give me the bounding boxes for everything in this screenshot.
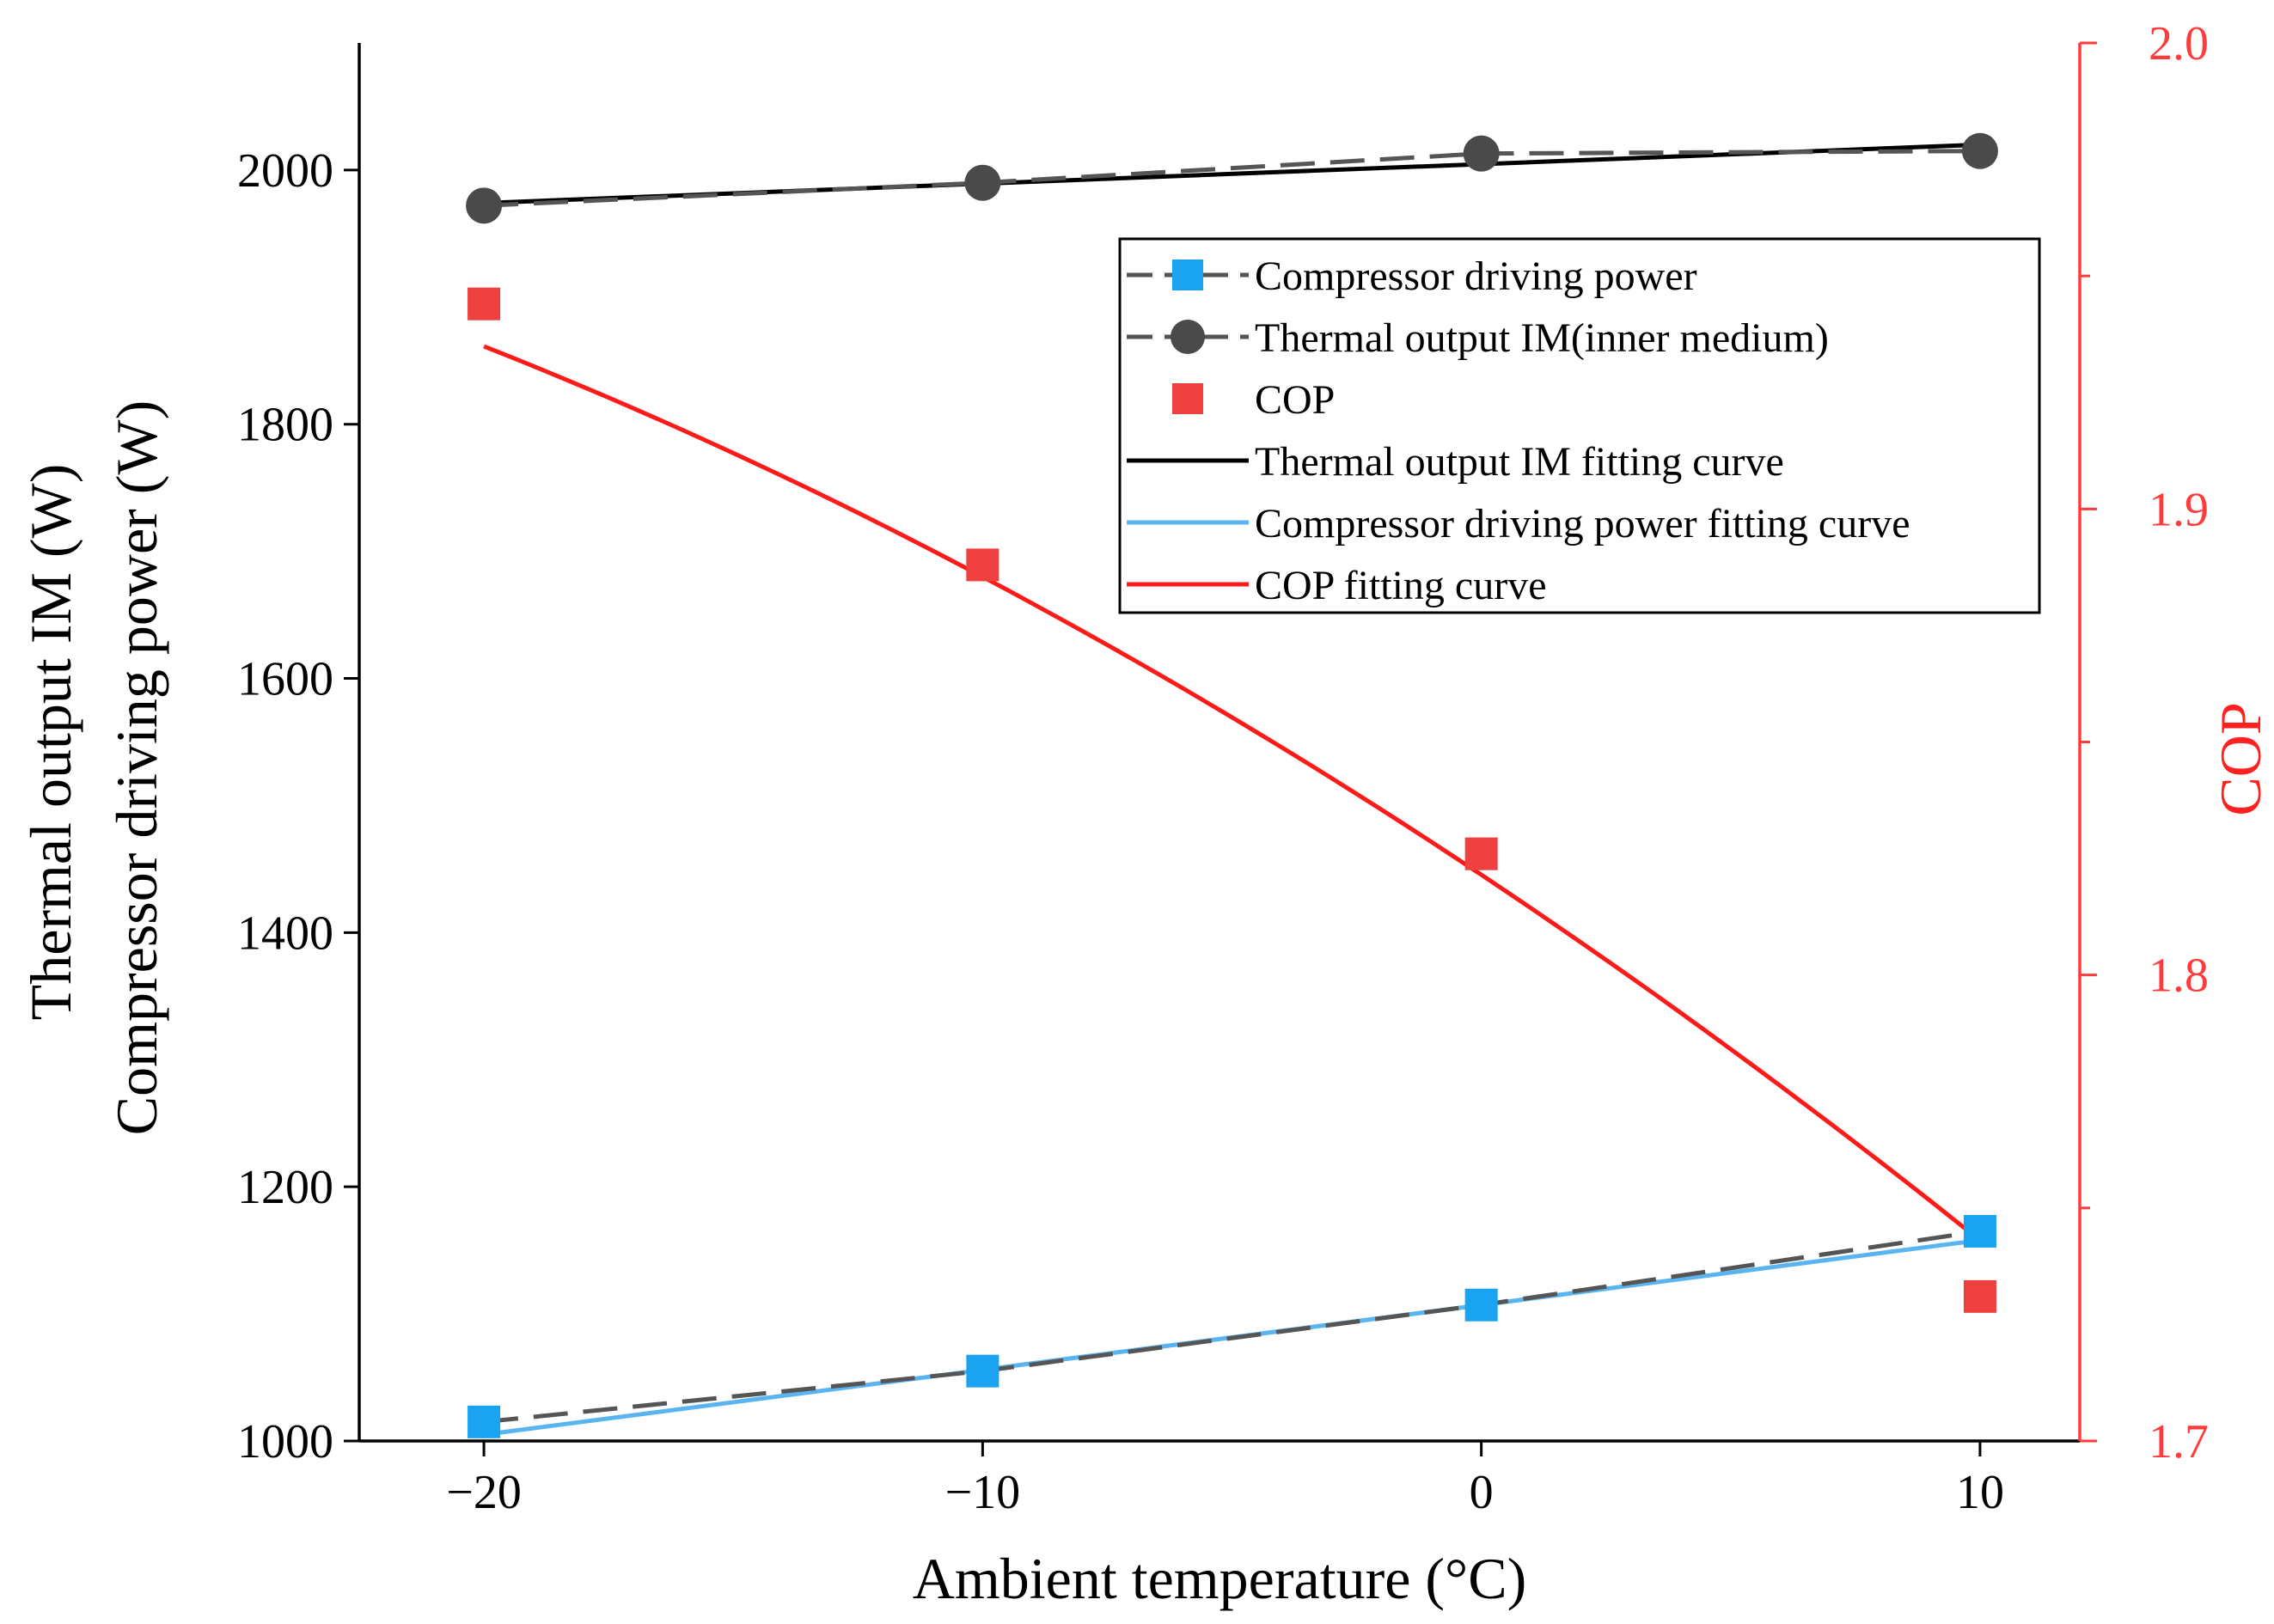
y-tick-label: 1200 [237,1161,333,1214]
y-tick-label: 2000 [237,144,333,198]
y-tick-label: 1600 [237,653,333,706]
plot-area [466,132,1998,1438]
power-point [468,1405,501,1438]
cop-point [1963,1279,1996,1313]
legend-label: Thermal output IM fitting curve [1255,439,1784,485]
power-dash-line [483,1229,1981,1425]
y-right-axis-title: COP [2208,702,2273,815]
x-tick-label: −20 [446,1466,522,1519]
x-tick-label: 10 [1956,1466,2004,1519]
x-tick-label: 0 [1470,1466,1494,1519]
thermal-point [466,187,503,224]
power-point [1464,1288,1498,1322]
legend: Compressor driving power Thermal output I… [1118,237,2041,614]
legend-marker [1172,383,1203,414]
legend-label: Compressor driving power fitting curve [1255,501,1910,546]
y-right-tick-label: 1.9 [2149,483,2209,536]
x-axis-title: Ambient temperature (°C) [913,1546,1527,1611]
cop-point [966,548,999,582]
legend-marker [1172,259,1203,290]
legend-label: COP [1255,377,1335,423]
cop-fit-line [483,344,1982,1242]
y-tick-label: 1400 [237,907,333,960]
y-right-tick-label: 2.0 [2149,17,2209,70]
legend-box [1118,237,2041,614]
thermal-point [1463,135,1500,172]
y-right-tick-label: 1.7 [2149,1415,2209,1468]
cop-point [468,287,501,321]
power-point [1963,1214,1996,1248]
thermal-dash-line [483,149,1980,208]
y-axis-title-line2: Compressor driving power (W) [104,400,169,1135]
legend-label: Compressor driving power [1255,253,1697,299]
legend-label: Thermal output IM(inner medium) [1255,315,1829,361]
y-tick-label: 1000 [237,1415,333,1468]
cop-point [1464,837,1498,870]
y-right-tick-label: 1.8 [2149,949,2209,1003]
thermal-point [1961,132,1998,169]
y-tick-label: 1800 [237,399,333,452]
power-point [966,1354,999,1388]
y-axis-title-line1: Thermal output IM (W) [18,464,83,1021]
axes: −20 −10 0 10 1000 1200 1400 1600 1800 2000 1.7 1.8 1… [18,17,2273,1611]
x-tick-label: −10 [945,1466,1021,1519]
legend-label: COP fitting curve [1255,563,1547,608]
legend-marker [1171,320,1205,354]
thermal-point [964,164,1001,201]
